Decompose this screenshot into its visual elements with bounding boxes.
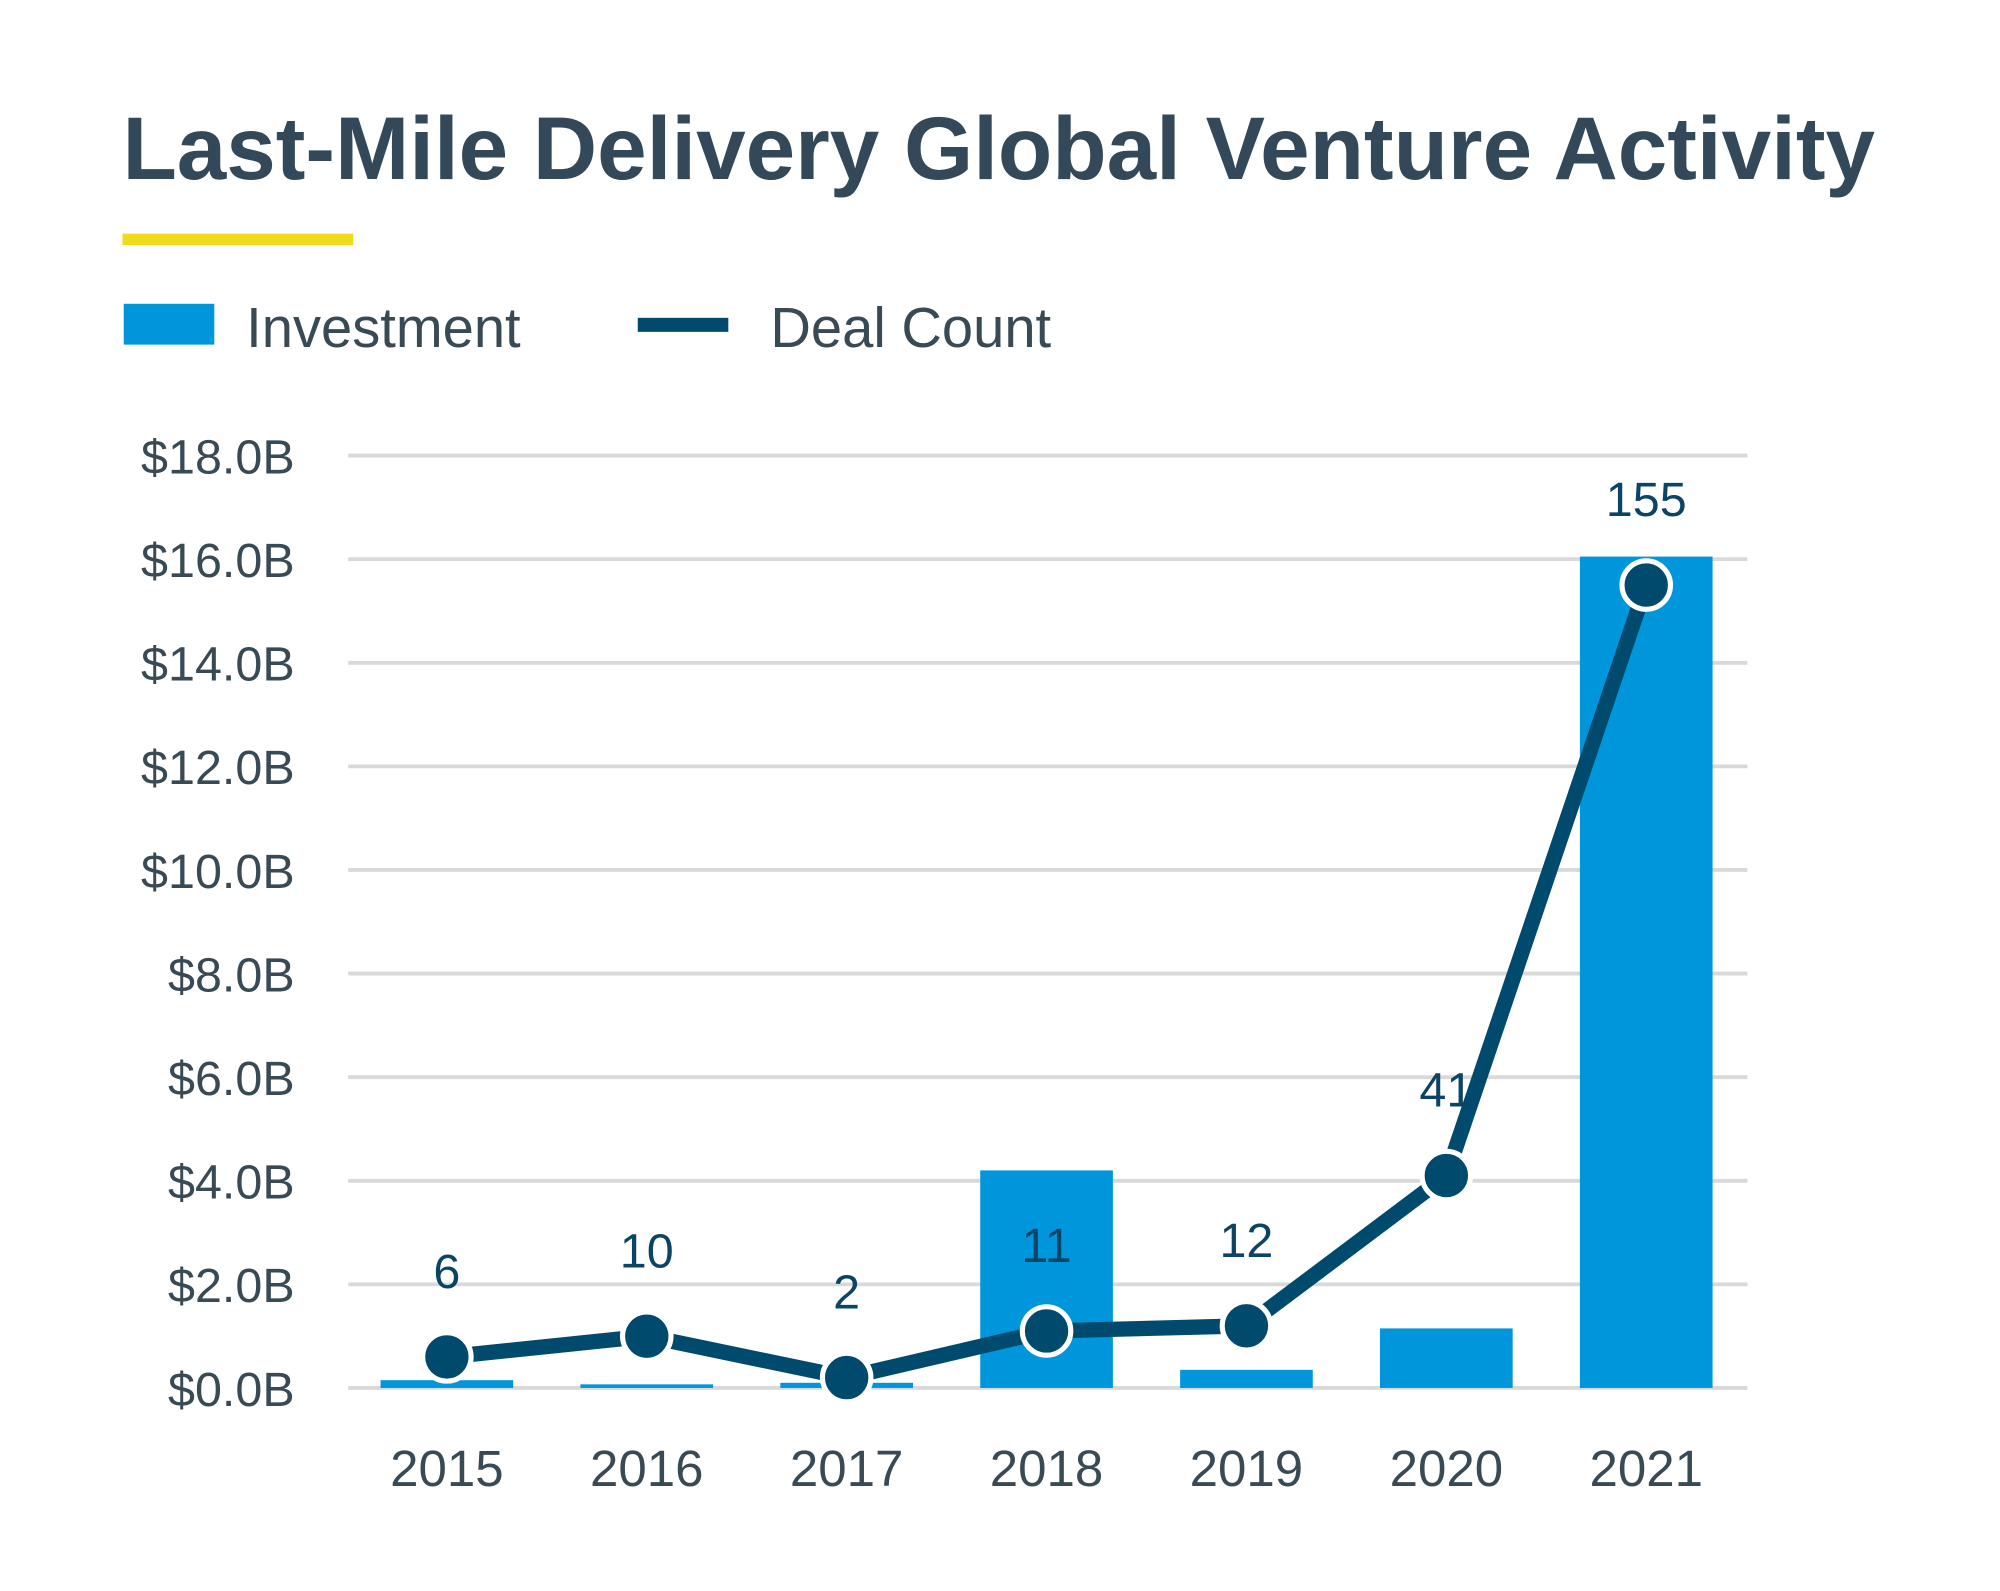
point-2016: [619, 1309, 674, 1363]
y-tick-label: $12.0B: [141, 741, 295, 795]
gridlines: [348, 453, 1748, 1390]
point-2019: [1219, 1299, 1274, 1353]
data-label-2021: 155: [1606, 473, 1687, 527]
x-tick-label: 2017: [790, 1440, 904, 1497]
x-tick-label: 2020: [1390, 1440, 1504, 1497]
deal-count-line: 6 10 2 11 12 41 155: [420, 473, 1687, 1405]
point-2017: [819, 1350, 874, 1405]
data-label-2015: 6: [433, 1245, 460, 1299]
x-tick-label: 2021: [1589, 1440, 1703, 1497]
data-label-2018: 11: [1021, 1219, 1071, 1273]
legend-label-investment: Investment: [246, 296, 521, 359]
y-tick-label: $14.0B: [141, 638, 295, 692]
point-2020: [1419, 1148, 1474, 1203]
bar-2015: [380, 1380, 514, 1388]
data-label-2020: 41: [1419, 1064, 1473, 1118]
x-tick-label: 2018: [990, 1440, 1104, 1497]
y-tick-label: $16.0B: [141, 534, 295, 588]
legend-swatch-investment: [123, 303, 215, 345]
y-tick-label: $2.0B: [168, 1259, 295, 1313]
legend-label-deal-count: Deal Count: [770, 296, 1051, 359]
point-2021: [1619, 558, 1674, 612]
y-tick-label: $10.0B: [141, 845, 295, 899]
y-tick-label: $6.0B: [168, 1052, 295, 1106]
data-label-2017: 2: [833, 1266, 860, 1320]
y-axis-ticks: $0.0B $2.0B $4.0B $6.0B $8.0B $10.0B $12.0B $14…: [141, 430, 295, 1416]
title-accent-bar: [122, 233, 354, 246]
data-label-2016: 10: [620, 1224, 674, 1278]
x-tick-label: 2019: [1190, 1440, 1304, 1497]
point-2015: [420, 1330, 474, 1384]
chart-title: Last-Mile Delivery Global Venture Activi…: [122, 98, 1875, 198]
y-tick-label: $18.0B: [141, 430, 295, 484]
data-label-2019: 12: [1219, 1214, 1273, 1268]
x-tick-label: 2015: [390, 1440, 504, 1497]
y-tick-label: $0.0B: [168, 1363, 295, 1417]
y-tick-label: $8.0B: [168, 948, 295, 1002]
x-tick-label: 2016: [590, 1440, 704, 1497]
x-axis-ticks: 2015 2016 2017 2018 2019 2020 2021: [390, 1440, 1703, 1497]
bar-2021: [1579, 556, 1713, 1388]
y-tick-label: $4.0B: [168, 1156, 295, 1210]
legend: Investment Deal Count: [123, 296, 1052, 359]
bar-2019: [1180, 1369, 1313, 1388]
bar-2020: [1380, 1328, 1513, 1388]
legend-swatch-deal-count: [637, 317, 729, 332]
bar-2016: [580, 1384, 714, 1388]
point-2018: [1019, 1304, 1074, 1358]
